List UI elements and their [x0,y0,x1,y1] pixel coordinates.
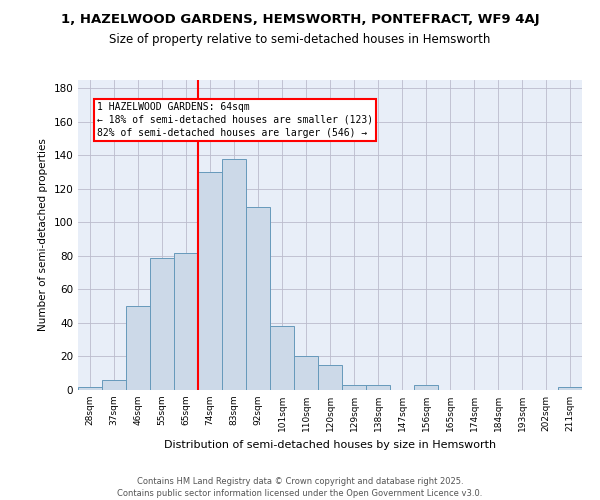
Bar [246,208,270,390]
Text: 1, HAZELWOOD GARDENS, HEMSWORTH, PONTEFRACT, WF9 4AJ: 1, HAZELWOOD GARDENS, HEMSWORTH, PONTEFR… [61,12,539,26]
Bar [126,306,150,390]
X-axis label: Distribution of semi-detached houses by size in Hemsworth: Distribution of semi-detached houses by … [164,440,496,450]
Bar [558,386,582,390]
Bar [174,252,198,390]
Text: 1 HAZELWOOD GARDENS: 64sqm
← 18% of semi-detached houses are smaller (123)
82% o: 1 HAZELWOOD GARDENS: 64sqm ← 18% of semi… [97,102,373,138]
Bar [318,365,342,390]
Bar [270,326,294,390]
Bar [102,380,126,390]
Bar [150,258,174,390]
Y-axis label: Number of semi-detached properties: Number of semi-detached properties [38,138,48,332]
Bar [294,356,318,390]
Bar [414,385,438,390]
Bar [366,385,390,390]
Bar [198,172,222,390]
Text: Size of property relative to semi-detached houses in Hemsworth: Size of property relative to semi-detach… [109,32,491,46]
Bar [222,159,246,390]
Bar [342,385,366,390]
Bar [78,386,102,390]
Text: Contains HM Land Registry data © Crown copyright and database right 2025.
Contai: Contains HM Land Registry data © Crown c… [118,476,482,498]
